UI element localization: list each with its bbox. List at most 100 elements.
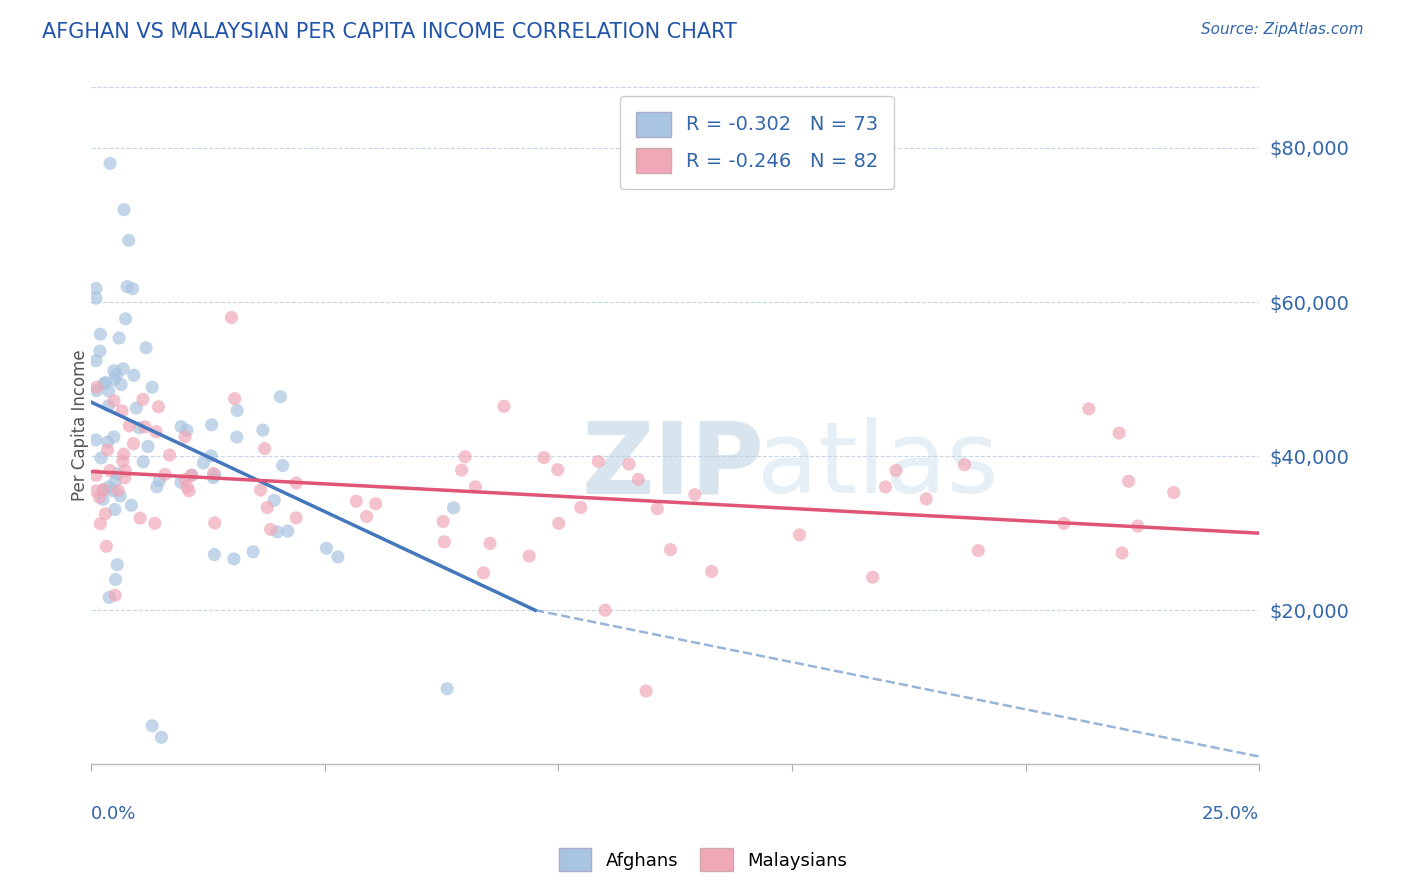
- Point: [96, 442, 118, 457]
- Point: [112, 447, 135, 461]
- Point: [110, 489, 132, 503]
- Point: [103, 430, 125, 444]
- Point: [128, 421, 150, 435]
- Point: [492, 400, 515, 414]
- Point: [884, 463, 907, 477]
- Point: [141, 380, 163, 394]
- Point: [269, 390, 291, 404]
- Point: [683, 488, 706, 502]
- Point: [141, 719, 163, 733]
- Point: [252, 423, 274, 437]
- Point: [105, 467, 128, 481]
- Point: [107, 483, 129, 498]
- Point: [266, 524, 288, 539]
- Point: [129, 511, 152, 525]
- Point: [125, 401, 148, 415]
- Point: [108, 331, 131, 345]
- Point: [98, 156, 121, 170]
- Point: [636, 684, 658, 698]
- Point: [84, 281, 107, 295]
- Text: ZIP: ZIP: [582, 417, 765, 515]
- Point: [174, 473, 197, 487]
- Point: [84, 433, 107, 447]
- Point: [259, 523, 281, 537]
- Point: [256, 500, 278, 515]
- Point: [364, 497, 387, 511]
- Legend: R = -0.302   N = 73, R = -0.246   N = 82: R = -0.302 N = 73, R = -0.246 N = 82: [620, 96, 894, 189]
- Point: [104, 573, 127, 587]
- Point: [432, 515, 454, 529]
- Point: [148, 400, 170, 414]
- Point: [86, 380, 108, 394]
- Point: [103, 373, 125, 387]
- Point: [96, 539, 118, 553]
- Point: [176, 480, 198, 494]
- Point: [222, 552, 245, 566]
- Point: [105, 558, 128, 572]
- Point: [97, 435, 120, 450]
- Point: [443, 500, 465, 515]
- Point: [93, 483, 115, 497]
- Point: [789, 528, 811, 542]
- Point: [569, 500, 592, 515]
- Point: [94, 376, 117, 390]
- Point: [97, 480, 120, 494]
- Point: [118, 234, 141, 248]
- Point: [450, 463, 472, 477]
- Point: [86, 384, 108, 398]
- Point: [627, 472, 650, 486]
- Point: [204, 467, 226, 482]
- Point: [98, 591, 121, 605]
- Point: [98, 464, 121, 478]
- Point: [242, 545, 264, 559]
- Point: [225, 430, 247, 444]
- Point: [645, 501, 668, 516]
- Point: [110, 377, 132, 392]
- Point: [862, 570, 884, 584]
- Point: [174, 430, 197, 444]
- Text: Source: ZipAtlas.com: Source: ZipAtlas.com: [1201, 22, 1364, 37]
- Point: [145, 425, 167, 439]
- Point: [344, 494, 367, 508]
- Point: [84, 353, 107, 368]
- Point: [700, 565, 723, 579]
- Point: [277, 524, 299, 538]
- Point: [90, 450, 112, 465]
- Point: [472, 566, 495, 580]
- Point: [170, 475, 193, 490]
- Point: [135, 341, 157, 355]
- Point: [436, 681, 458, 696]
- Point: [1108, 425, 1130, 440]
- Point: [271, 458, 294, 473]
- Point: [150, 731, 173, 745]
- Point: [84, 483, 107, 498]
- Point: [103, 393, 125, 408]
- Point: [253, 442, 276, 456]
- Text: 0.0%: 0.0%: [91, 805, 136, 823]
- Point: [454, 450, 477, 464]
- Point: [177, 483, 200, 498]
- Point: [433, 534, 456, 549]
- Point: [101, 483, 124, 498]
- Point: [112, 362, 135, 376]
- Point: [146, 480, 169, 494]
- Point: [91, 492, 114, 507]
- Point: [202, 471, 225, 485]
- Point: [93, 483, 115, 497]
- Point: [89, 344, 111, 359]
- Point: [547, 463, 569, 477]
- Point: [104, 502, 127, 516]
- Point: [193, 456, 215, 470]
- Point: [593, 603, 616, 617]
- Point: [111, 454, 134, 468]
- Point: [588, 454, 610, 468]
- Point: [180, 468, 202, 483]
- Point: [136, 440, 159, 454]
- Point: [200, 449, 222, 463]
- Point: [201, 417, 224, 432]
- Point: [547, 516, 569, 531]
- Point: [224, 392, 246, 406]
- Point: [176, 423, 198, 437]
- Point: [202, 548, 225, 562]
- Point: [114, 311, 136, 326]
